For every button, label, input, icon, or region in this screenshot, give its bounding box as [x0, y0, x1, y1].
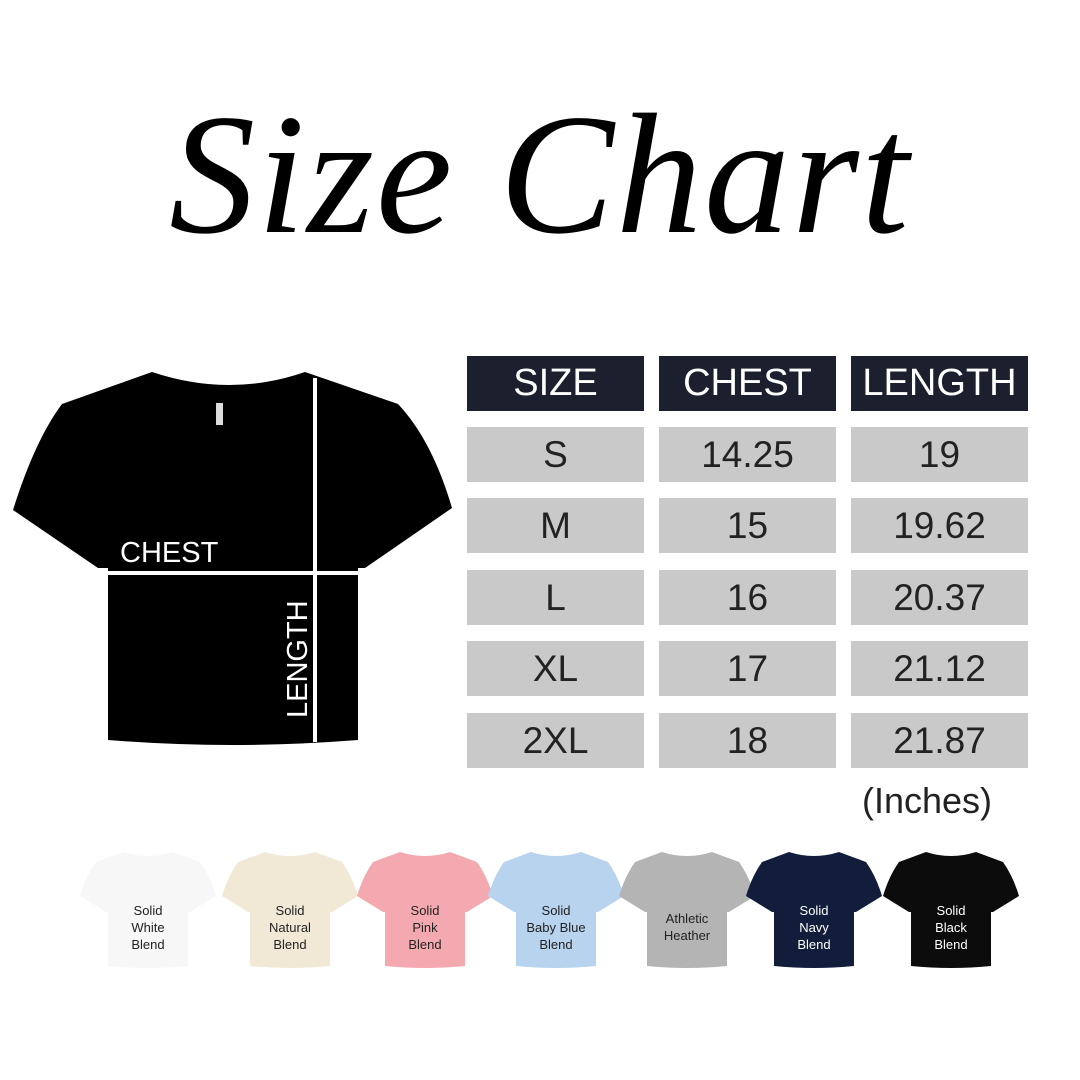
- color-label-line: Athletic: [665, 911, 709, 926]
- table-cell: 19.62: [851, 498, 1028, 553]
- page-title: Size Chart: [169, 80, 911, 270]
- table-cell: 19: [851, 427, 1028, 482]
- table-cell: 21.12: [851, 641, 1028, 696]
- color-label-line: Baby Blue: [526, 920, 586, 935]
- color-label-line: Blend: [131, 937, 165, 952]
- color-swatch-shirt: Solid Natural Blend: [220, 846, 360, 972]
- table-cell: 15: [659, 498, 836, 553]
- color-swatch-shirt: Solid Pink Blend: [355, 846, 495, 972]
- color-label-line: Solid: [133, 903, 163, 918]
- color-label-line: Blend: [934, 937, 968, 952]
- color-label-line: Solid: [799, 903, 829, 918]
- shirt-icon: [619, 852, 755, 968]
- color-label-line: Solid: [541, 903, 571, 918]
- header-chest: CHEST: [659, 356, 836, 411]
- color-swatch-shirt: Solid Baby Blue Blend: [486, 846, 626, 972]
- table-cell: XL: [467, 641, 644, 696]
- table-cell: 17: [659, 641, 836, 696]
- color-swatch-shirt: Solid Black Blend: [881, 846, 1021, 972]
- color-label-line: Black: [935, 920, 967, 935]
- color-label-line: Solid: [936, 903, 966, 918]
- header-size: SIZE: [467, 356, 644, 411]
- shirt-icon: [80, 852, 216, 968]
- table-cell: S: [467, 427, 644, 482]
- table-cell: 2XL: [467, 713, 644, 768]
- color-swatch-shirt: Solid Navy Blend: [744, 846, 884, 972]
- color-label-line: White: [131, 920, 165, 935]
- color-label-line: Navy: [799, 920, 829, 935]
- color-label-line: Blend: [408, 937, 442, 952]
- color-label-line: Blend: [273, 937, 307, 952]
- color-label-line: Solid: [410, 903, 440, 918]
- color-label-line: Heather: [663, 928, 711, 943]
- color-label-line: Solid: [275, 903, 305, 918]
- table-cell: 18: [659, 713, 836, 768]
- table-cell: L: [467, 570, 644, 625]
- table-cell: 14.25: [659, 427, 836, 482]
- table-cell: 20.37: [851, 570, 1028, 625]
- color-label-line: Natural: [269, 920, 311, 935]
- color-label-line: Blend: [539, 937, 573, 952]
- table-cell: M: [467, 498, 644, 553]
- shirt-icon: [746, 852, 882, 968]
- shirt-measurement-diagram: CHEST LENGTH: [0, 360, 470, 760]
- shirt-icon: [883, 852, 1019, 968]
- color-swatch-shirt: Solid White Blend: [78, 846, 218, 972]
- table-cell: 21.87: [851, 713, 1028, 768]
- color-label-line: Pink: [412, 920, 438, 935]
- color-label-line: Blend: [797, 937, 831, 952]
- color-swatch-shirt: Athletic Heather: [617, 846, 757, 972]
- chest-label: CHEST: [120, 537, 219, 569]
- length-label: LENGTH: [282, 600, 314, 718]
- shirt-icon: [13, 372, 452, 745]
- shirt-icon: [488, 852, 624, 968]
- header-length: LENGTH: [851, 356, 1028, 411]
- shirt-icon: [222, 852, 358, 968]
- shirt-icon: [357, 852, 493, 968]
- table-cell: 16: [659, 570, 836, 625]
- units-label: (Inches): [862, 780, 993, 821]
